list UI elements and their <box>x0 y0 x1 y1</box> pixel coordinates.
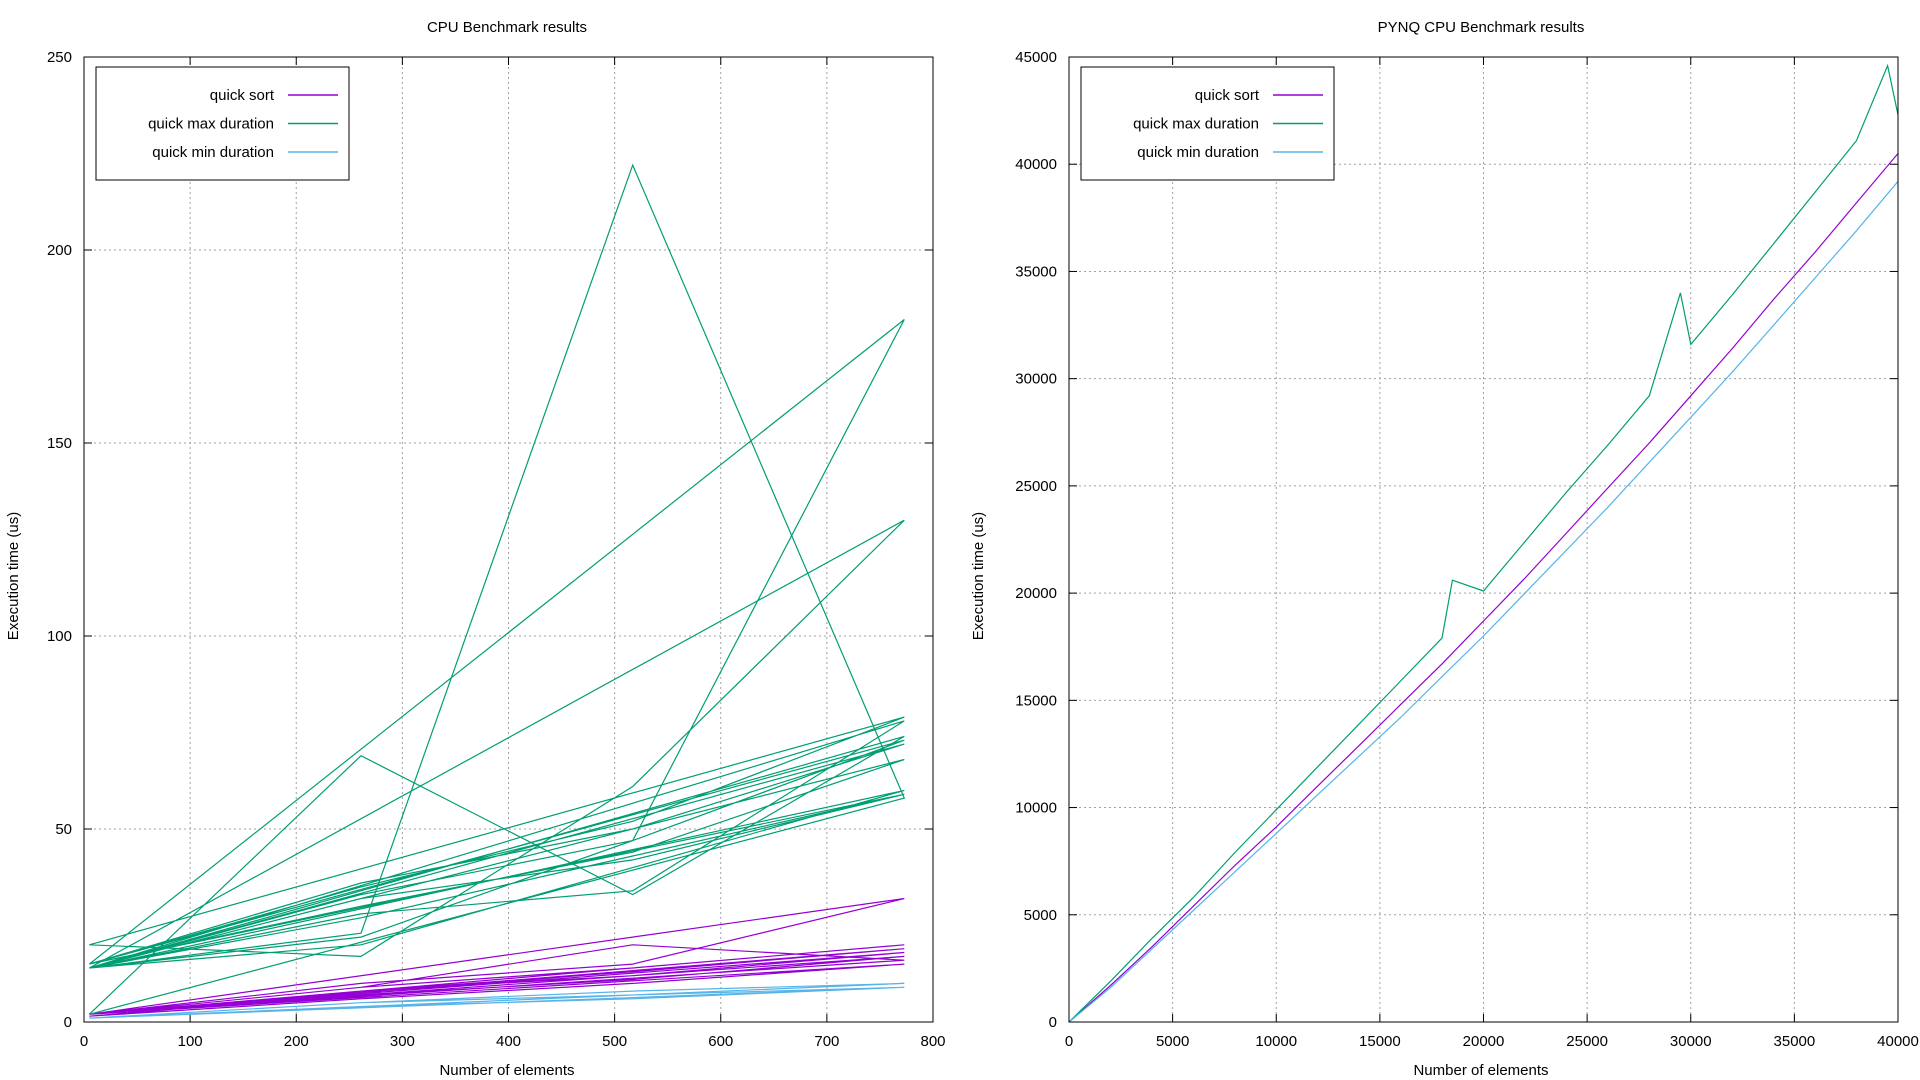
x-tick-label: 600 <box>708 1033 733 1050</box>
y-tick-label: 20000 <box>1015 585 1057 602</box>
x-axis-label: Number of elements <box>1413 1062 1548 1079</box>
x-tick-label: 5000 <box>1156 1033 1189 1050</box>
x-tick-label: 800 <box>920 1033 945 1050</box>
y-tick-label: 10000 <box>1015 800 1057 817</box>
y-tick-label: 15000 <box>1015 692 1057 709</box>
x-tick-label: 30000 <box>1670 1033 1712 1050</box>
series-line-quick-min-duration <box>1069 181 1898 1022</box>
x-tick-label: 25000 <box>1566 1033 1608 1050</box>
x-tick-label: 20000 <box>1463 1033 1505 1050</box>
chart-title: CPU Benchmark results <box>427 19 587 36</box>
y-tick-label: 0 <box>1049 1014 1057 1031</box>
x-tick-label: 700 <box>814 1033 839 1050</box>
y-tick-label: 35000 <box>1015 263 1057 280</box>
y-tick-label: 0 <box>64 1014 72 1031</box>
y-tick-label: 200 <box>47 242 72 259</box>
legend-label: quick sort <box>210 87 275 104</box>
y-tick-label: 45000 <box>1015 49 1057 66</box>
legend-label: quick min duration <box>1137 144 1259 161</box>
y-tick-label: 250 <box>47 49 72 66</box>
y-tick-label: 30000 <box>1015 371 1057 388</box>
cpu-benchmark-chart: CPU Benchmark results Number of elements… <box>5 19 946 1079</box>
y-tick-label: 100 <box>47 628 72 645</box>
pynq-cpu-benchmark-chart: PYNQ CPU Benchmark results Number of ele… <box>970 19 1919 1079</box>
legend-label: quick max duration <box>148 116 274 133</box>
series-line-quick-sort <box>89 897 905 1017</box>
series-line-quick-max-duration <box>88 163 906 1015</box>
x-tick-label: 500 <box>602 1033 627 1050</box>
x-tick-label: 0 <box>1065 1033 1073 1050</box>
x-tick-label: 100 <box>178 1033 203 1050</box>
y-axis-label: Execution time (us) <box>970 512 987 640</box>
x-tick-label: 40000 <box>1877 1033 1919 1050</box>
y-tick-label: 40000 <box>1015 156 1057 173</box>
plot-frame <box>1068 56 1899 1023</box>
y-tick-label: 5000 <box>1024 907 1057 924</box>
y-tick-label: 150 <box>47 435 72 452</box>
legend-label: quick max duration <box>1133 116 1259 133</box>
x-tick-label: 10000 <box>1255 1033 1297 1050</box>
series-line-quick-sort <box>1069 153 1898 1022</box>
x-tick-label: 300 <box>390 1033 415 1050</box>
x-tick-label: 35000 <box>1774 1033 1816 1050</box>
y-axis-label: Execution time (us) <box>5 512 22 640</box>
y-tick-label: 25000 <box>1015 478 1057 495</box>
legend-label: quick sort <box>1195 87 1260 104</box>
y-tick-label: 50 <box>55 821 72 838</box>
x-tick-label: 0 <box>80 1033 88 1050</box>
x-tick-label: 15000 <box>1359 1033 1401 1050</box>
plot-frame <box>83 56 934 1023</box>
chart-title: PYNQ CPU Benchmark results <box>1378 19 1585 36</box>
x-axis-label: Number of elements <box>439 1062 574 1079</box>
legend-label: quick min duration <box>152 144 274 161</box>
x-tick-label: 200 <box>284 1033 309 1050</box>
series-line-quick-max-duration <box>1069 63 1898 1022</box>
x-tick-label: 400 <box>496 1033 521 1050</box>
series-line-quick-min-duration <box>89 982 905 1019</box>
